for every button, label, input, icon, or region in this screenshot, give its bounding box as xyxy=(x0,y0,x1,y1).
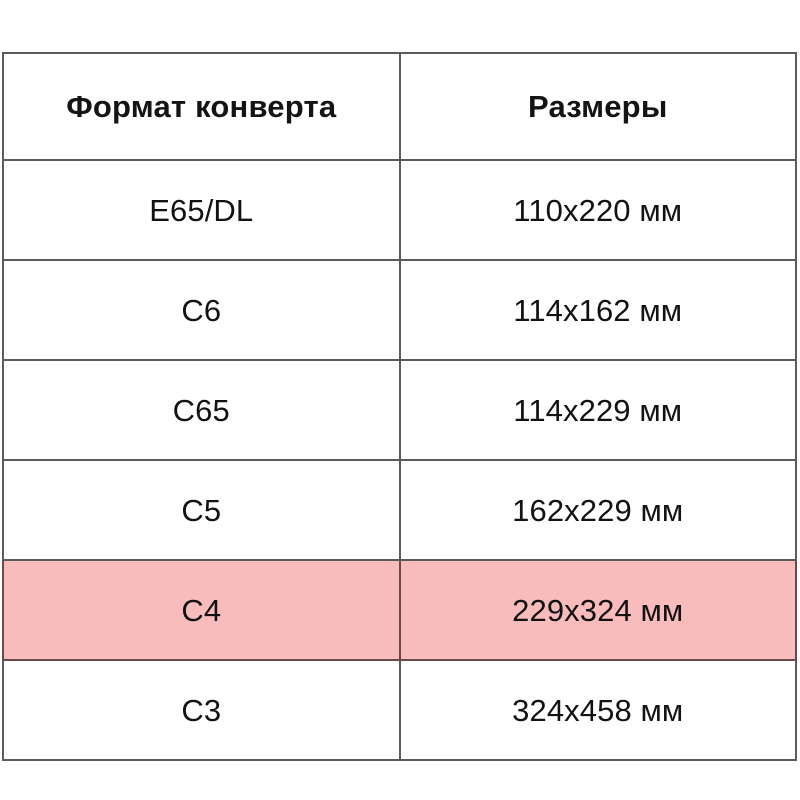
table-body: E65/DL 110x220 мм C6 114x162 мм xyxy=(2,159,797,761)
cell-size-value: 324x458 мм xyxy=(512,692,684,728)
cell-size-value: 114x162 мм xyxy=(513,292,683,328)
column-header-format: Формат конверта xyxy=(2,52,401,161)
cell-size-value: 114x229 мм xyxy=(513,392,683,428)
cell-size-value: 229x324 мм xyxy=(512,592,684,628)
cell-format: C3 xyxy=(2,659,401,761)
envelope-formats-table: Формат конверта Размеры E65/DL 110x220 м… xyxy=(2,52,797,761)
table-row: E65/DL 110x220 мм xyxy=(2,159,797,261)
cell-size: 324x458 мм xyxy=(398,659,797,761)
cell-format-value: E65/DL xyxy=(149,192,254,228)
cell-format-value: C6 xyxy=(181,292,222,328)
cell-size: 114x162 мм xyxy=(398,259,797,361)
cell-format-value: C4 xyxy=(181,592,222,628)
cell-size: 114x229 мм xyxy=(398,359,797,461)
table-row: C6 114x162 мм xyxy=(2,259,797,361)
column-header-size-label: Размеры xyxy=(527,89,668,124)
cell-format: C4 xyxy=(2,559,401,661)
table-header: Формат конверта Размеры xyxy=(2,52,797,161)
envelope-formats-table-wrapper: Формат конверта Размеры E65/DL 110x220 м… xyxy=(2,52,797,761)
cell-size-value: 162x229 мм xyxy=(512,492,684,528)
cell-size-value: 110x220 мм xyxy=(513,192,683,228)
cell-size: 229x324 мм xyxy=(398,559,797,661)
cell-format: E65/DL xyxy=(2,159,401,261)
cell-size: 110x220 мм xyxy=(398,159,797,261)
table-row: C3 324x458 мм xyxy=(2,659,797,761)
cell-format: C5 xyxy=(2,459,401,561)
table-row: C5 162x229 мм xyxy=(2,459,797,561)
column-header-size: Размеры xyxy=(398,52,797,161)
cell-format-value: C5 xyxy=(181,492,222,528)
cell-format-value: C3 xyxy=(181,692,222,728)
table-header-row: Формат конверта Размеры xyxy=(2,52,797,161)
cell-format: C65 xyxy=(2,359,401,461)
column-header-format-label: Формат конверта xyxy=(66,89,337,124)
cell-size: 162x229 мм xyxy=(398,459,797,561)
table-row: C65 114x229 мм xyxy=(2,359,797,461)
table-row-highlighted: C4 229x324 мм xyxy=(2,559,797,661)
cell-format: C6 xyxy=(2,259,401,361)
cell-format-value: C65 xyxy=(172,392,230,428)
